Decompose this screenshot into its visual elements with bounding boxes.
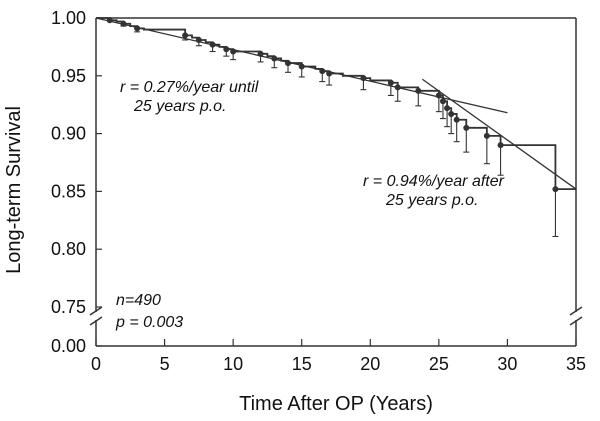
data-point xyxy=(209,41,216,48)
data-point xyxy=(120,20,127,27)
data-point xyxy=(195,36,202,43)
annotation-early-rate-line2: 25 years p.o. xyxy=(133,98,227,115)
data-point xyxy=(257,50,264,57)
data-point xyxy=(448,110,455,117)
y-tick-label: 1.00 xyxy=(51,8,86,28)
y-tick-label: 0.95 xyxy=(51,66,86,86)
data-point xyxy=(415,87,422,94)
data-point xyxy=(230,48,237,55)
data-point xyxy=(271,55,278,62)
annotation-late-rate-line2: 25 years p.o. xyxy=(385,192,479,209)
axis-break-mark-right xyxy=(569,316,583,326)
y-tick-label: 0.85 xyxy=(51,181,86,201)
data-point xyxy=(285,60,291,67)
annotation-early-rate-line1: r = 0.27%/year until xyxy=(120,79,259,96)
x-tick-label: 15 xyxy=(292,354,312,374)
data-point xyxy=(182,32,189,39)
data-point xyxy=(223,46,230,53)
data-point xyxy=(387,79,394,86)
annotation-late-rate-line1: r = 0.94%/year after xyxy=(363,173,505,190)
data-point xyxy=(106,17,113,24)
x-tick-label: 0 xyxy=(91,354,101,374)
x-tick-label: 5 xyxy=(160,354,170,374)
data-point xyxy=(453,116,460,123)
data-point xyxy=(435,92,442,99)
data-point xyxy=(394,84,401,91)
annotation-sample-size: n=490 xyxy=(116,292,161,309)
data-point xyxy=(134,25,141,32)
x-axis-title: Time After OP (Years) xyxy=(239,393,433,415)
y-tick-label: 0.90 xyxy=(51,124,86,144)
x-tick-label: 30 xyxy=(497,354,517,374)
x-tick-label: 20 xyxy=(360,354,380,374)
data-point xyxy=(552,186,559,193)
y-axis-title: Long-term Survival xyxy=(3,106,25,274)
axis-break-mark-left xyxy=(89,306,103,316)
data-point xyxy=(319,68,326,75)
axis-break-mark-right xyxy=(569,306,583,316)
data-point xyxy=(483,132,490,139)
x-tick-label: 10 xyxy=(223,354,243,374)
y-tick-label: 0.00 xyxy=(51,336,86,356)
data-point xyxy=(439,98,446,105)
x-tick-label: 25 xyxy=(429,354,449,374)
data-point xyxy=(463,124,470,131)
data-point xyxy=(360,75,367,82)
censored-points xyxy=(106,17,559,193)
axis-break-mark-left xyxy=(89,316,103,326)
y-tick-label: 0.75 xyxy=(51,297,86,317)
y-tick-label: 0.80 xyxy=(51,239,86,259)
axis-ticks: 0.75 0.80 0.85 0.90 0.95 1.00 0.000 5 10 15 20 25 30… xyxy=(51,8,586,374)
annotation-p-value: p = 0.003 xyxy=(115,314,183,331)
plot-frame xyxy=(89,17,583,347)
data-point xyxy=(326,70,333,77)
data-point xyxy=(444,105,451,112)
trend-line-late xyxy=(422,78,577,190)
x-tick-label: 35 xyxy=(566,354,586,374)
data-point xyxy=(298,63,305,70)
data-point xyxy=(497,142,504,149)
